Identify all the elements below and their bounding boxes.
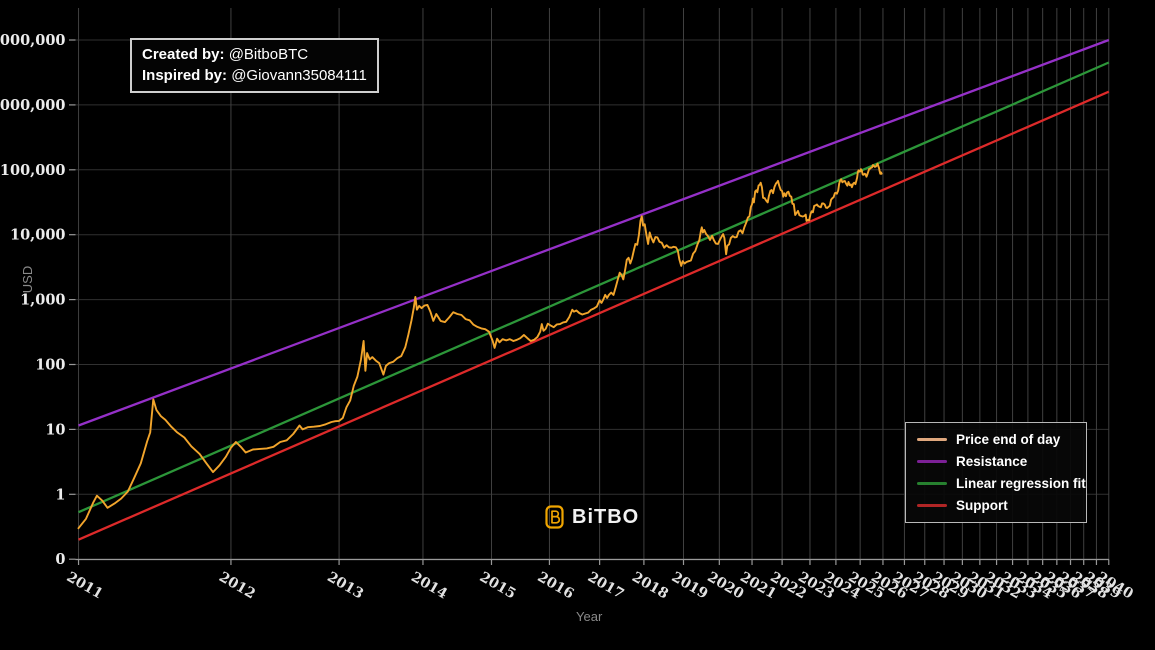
legend-item-regression: Linear regression fit bbox=[917, 476, 1086, 491]
y-axis-title: USD bbox=[20, 265, 36, 294]
svg-text:2018: 2018 bbox=[629, 569, 671, 602]
svg-text:2011: 2011 bbox=[64, 569, 106, 602]
legend-item-resistance: Resistance bbox=[917, 454, 1075, 469]
svg-text:2020: 2020 bbox=[705, 569, 747, 602]
svg-text:2014: 2014 bbox=[408, 569, 450, 602]
svg-text:2016: 2016 bbox=[535, 569, 577, 602]
inspired-handle: @Giovann35084111 bbox=[231, 67, 367, 84]
svg-text:100: 100 bbox=[35, 357, 65, 374]
legend-label: Support bbox=[956, 498, 1008, 513]
price-line-swatch bbox=[917, 438, 947, 441]
svg-text:10,000,000: 10,000,000 bbox=[0, 32, 66, 49]
svg-text:1,000,000: 1,000,000 bbox=[0, 97, 66, 114]
credit-label: Created by: bbox=[142, 46, 225, 63]
inspired-line: Inspired by: @Giovann35084111 bbox=[142, 65, 367, 86]
svg-text:2015: 2015 bbox=[477, 569, 519, 602]
resistance-line-swatch bbox=[917, 460, 947, 463]
bitcoin-b-icon bbox=[545, 505, 564, 529]
legend-item-price: Price end of day bbox=[917, 432, 1075, 447]
legend-label: Linear regression fit bbox=[956, 476, 1086, 491]
legend-label: Resistance bbox=[956, 454, 1028, 469]
x-axis-title: Year bbox=[576, 609, 603, 624]
legend: Price end of day Resistance Linear regre… bbox=[905, 422, 1087, 523]
bitbo-watermark: BiTBO bbox=[545, 505, 639, 529]
svg-text:2019: 2019 bbox=[669, 569, 711, 602]
credit-handle: @BitboBTC bbox=[228, 46, 309, 63]
svg-text:2013: 2013 bbox=[324, 569, 366, 602]
credits-box: Created by: @BitboBTC Inspired by: @Giov… bbox=[130, 38, 379, 93]
support-line-swatch bbox=[917, 504, 947, 507]
legend-label: Price end of day bbox=[956, 432, 1061, 447]
svg-text:10: 10 bbox=[45, 421, 65, 438]
svg-text:2012: 2012 bbox=[216, 569, 258, 602]
svg-text:1: 1 bbox=[55, 486, 65, 503]
legend-item-support: Support bbox=[917, 498, 1075, 513]
credit-line: Created by: @BitboBTC bbox=[142, 44, 367, 65]
svg-text:2017: 2017 bbox=[585, 569, 627, 602]
svg-text:1,000: 1,000 bbox=[20, 292, 65, 309]
brand-name: BiTBO bbox=[572, 505, 640, 528]
svg-text:100,000: 100,000 bbox=[0, 162, 66, 179]
svg-text:10,000: 10,000 bbox=[10, 227, 66, 244]
regression-line-swatch bbox=[917, 482, 947, 485]
svg-text:0: 0 bbox=[55, 551, 65, 568]
inspired-label: Inspired by: bbox=[142, 67, 228, 84]
